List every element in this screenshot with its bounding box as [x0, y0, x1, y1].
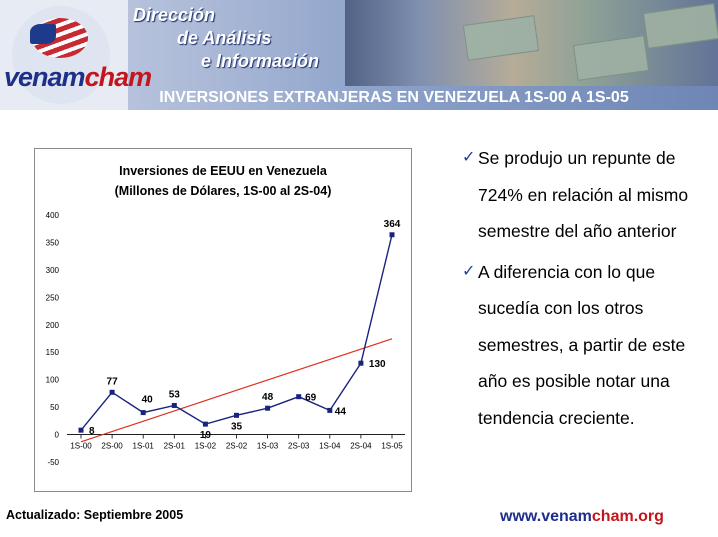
x-tick-label: 2S-04	[350, 442, 372, 451]
series-line	[80, 234, 393, 431]
x-tick-label: 2S-03	[288, 442, 310, 451]
logo-wordmark: venamcham	[4, 62, 152, 92]
y-tick-label: 0	[55, 431, 60, 440]
y-axis: -50 0 50 100 150 200 250 300 350 400	[46, 211, 60, 467]
department-line-2: de Análisis	[177, 28, 272, 48]
data-label: 40	[142, 395, 154, 406]
line-chart: Inversiones de EEUU en Venezuela (Millon…	[46, 164, 405, 467]
header-banner: venamcham Dirección de Análisis e Inform…	[0, 0, 718, 110]
x-tick-label: 1S-02	[195, 442, 217, 451]
data-point	[327, 407, 333, 413]
data-point	[171, 402, 177, 408]
data-label: 44	[335, 406, 347, 417]
banknote-image	[462, 15, 540, 61]
x-tick-label: 2S-01	[164, 442, 186, 451]
website-link[interactable]: www.venamcham.org	[500, 508, 664, 525]
banknote-image	[572, 35, 650, 81]
data-series	[78, 232, 395, 433]
data-point	[202, 421, 208, 427]
bullet-text: A diferencia con lo que sucedía con los …	[478, 261, 686, 428]
data-point	[234, 412, 239, 418]
trendline	[80, 338, 393, 443]
data-point	[140, 410, 146, 416]
department-name: Dirección de Análisis e Información	[133, 4, 319, 73]
data-label: 69	[305, 393, 317, 404]
y-tick-label: 300	[46, 266, 60, 275]
data-label: 77	[107, 376, 119, 387]
x-tick-label: 1S-05	[381, 442, 403, 451]
header-photo-collage	[345, 0, 718, 86]
y-tick-label: 50	[50, 403, 59, 412]
data-point	[109, 389, 115, 395]
stars-icon	[30, 24, 56, 44]
bullet-item: ✓ Se produjo un repunte de 724% en relac…	[462, 140, 712, 250]
data-label: 48	[262, 392, 274, 403]
y-tick-label: 150	[46, 348, 60, 357]
department-line-1: Dirección	[133, 5, 216, 25]
y-tick-label: 250	[46, 293, 60, 302]
data-label: 8	[89, 426, 95, 437]
page-title: INVERSIONES EXTRANJERAS EN VENEZUELA 1S-…	[159, 89, 629, 106]
x-tick-label: 1S-03	[257, 442, 279, 451]
y-tick-label: 100	[46, 376, 60, 385]
data-point	[265, 405, 271, 411]
data-point	[389, 232, 395, 238]
y-tick-label: 400	[46, 211, 60, 220]
x-tick-label: 1S-01	[133, 442, 155, 451]
bullet-text: Se produjo un repunte de 724% en relació…	[478, 148, 689, 241]
data-point	[296, 394, 302, 400]
chart-subtitle: (Millones de Dólares, 1S-00 al 2S-04)	[115, 184, 332, 198]
department-line-3: e Información	[201, 51, 320, 71]
trendline-path	[80, 338, 393, 443]
y-tick-label: -50	[47, 458, 59, 467]
data-label: 53	[169, 389, 181, 400]
data-label: 19	[200, 430, 212, 441]
x-tick-label: 1S-00	[70, 442, 92, 451]
data-point	[78, 427, 84, 433]
updated-note: Actualizado: Septiembre 2005	[6, 508, 184, 522]
data-point	[358, 360, 364, 366]
x-tick-label: 2S-00	[101, 442, 123, 451]
chart-panel: Inversiones de EEUU en Venezuela (Millon…	[34, 148, 412, 492]
data-labels: 8 77 40 53 19 35 48 69 44 130 364	[89, 219, 401, 441]
bullet-item: ✓ A diferencia con lo que sucedía con lo…	[462, 254, 712, 437]
data-label: 364	[384, 219, 401, 230]
y-tick-label: 200	[46, 321, 60, 330]
x-tick-label: 1S-04	[319, 442, 341, 451]
data-label: 130	[369, 359, 386, 370]
chart-title: Inversiones de EEUU en Venezuela	[119, 164, 328, 178]
data-label: 35	[231, 421, 243, 432]
bullet-list: ✓ Se produjo un repunte de 724% en relac…	[462, 140, 712, 440]
x-axis: 1S-00 2S-00 1S-01 2S-01 1S-02 2S-02 1S-03 2S-03…	[67, 434, 405, 451]
logo: venamcham	[0, 0, 152, 110]
y-tick-label: 350	[46, 238, 60, 247]
checkmark-icon: ✓	[462, 149, 476, 166]
checkmark-icon: ✓	[462, 262, 476, 280]
x-tick-label: 2S-02	[226, 442, 248, 451]
banknote-image	[642, 3, 718, 49]
